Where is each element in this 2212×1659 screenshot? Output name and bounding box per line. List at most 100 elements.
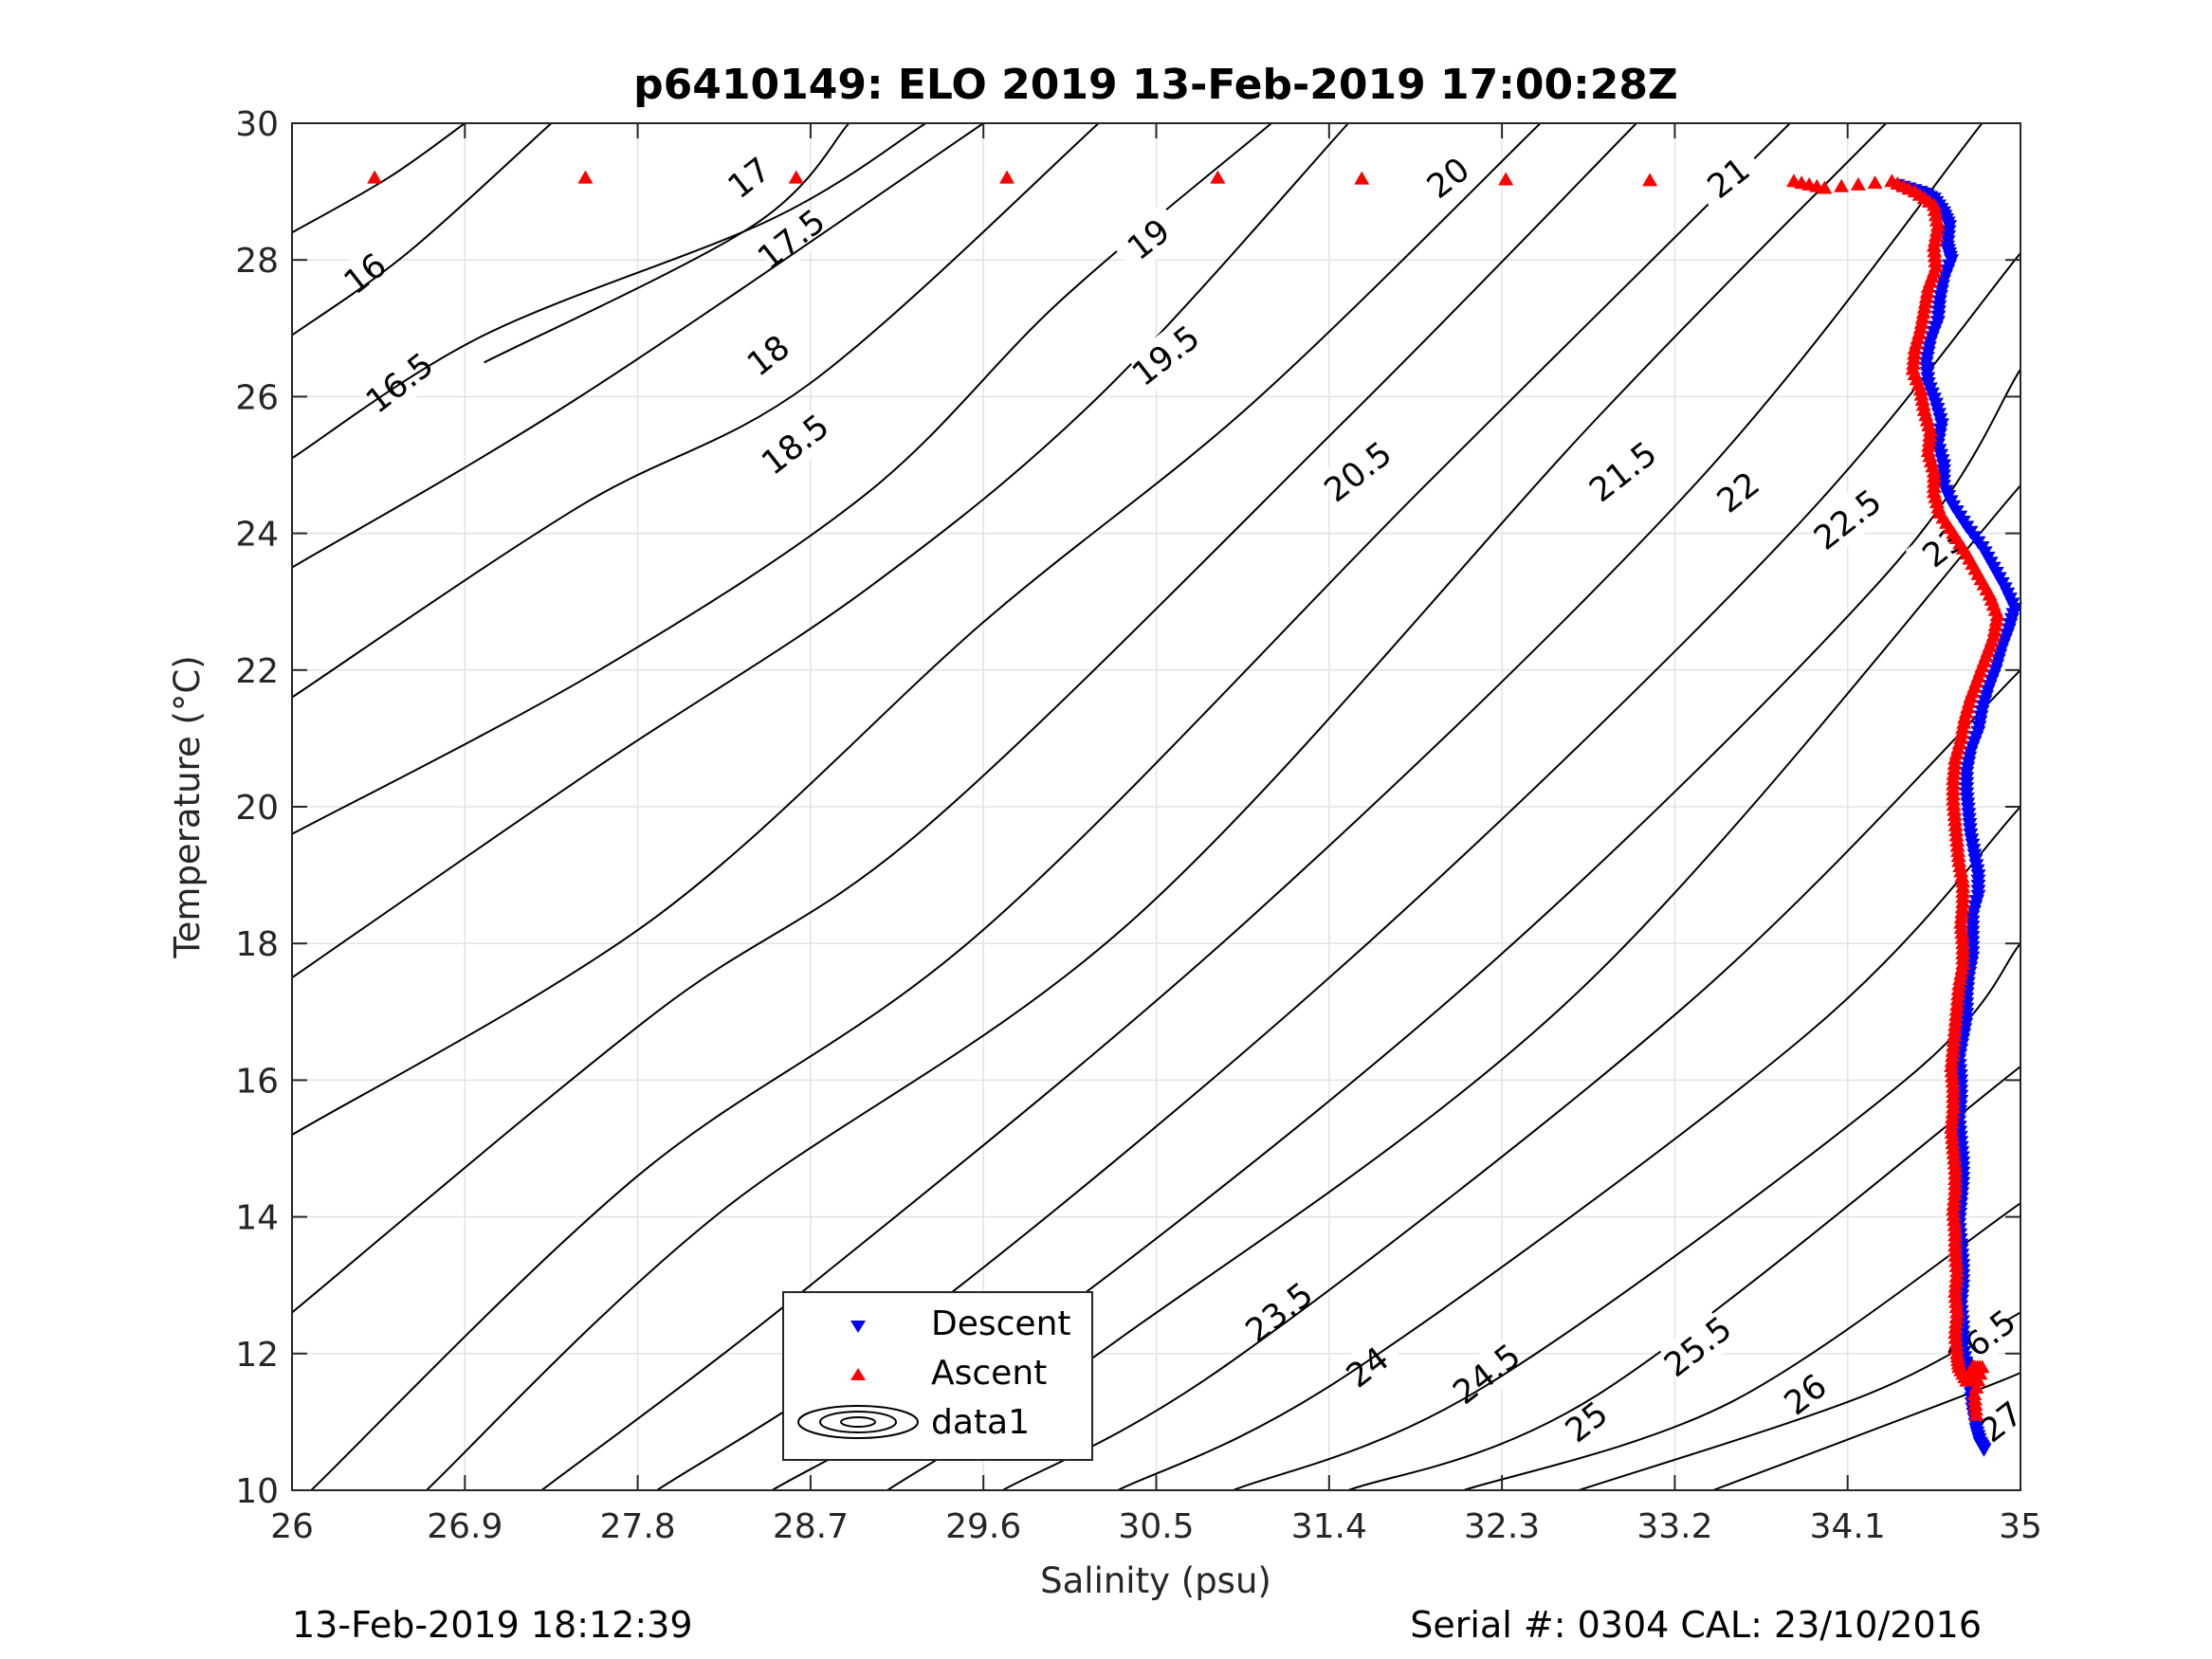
ascent-point [1988,612,2004,627]
series-ascent [367,170,2005,1421]
density-contour-line [292,123,1542,1136]
x-tick-label: 26 [270,1507,314,1546]
ascent-point [1953,966,1969,980]
descent-point [1976,1443,1992,1457]
ascent-point [1972,1366,1988,1380]
ascent-point [1954,725,1970,739]
x-tick-label: 31.4 [1291,1507,1367,1546]
legend-data1-label: data1 [931,1403,1030,1442]
y-tick-label: 26 [235,378,279,417]
ascent-point [1968,1379,1984,1394]
x-tick-label: 35 [1999,1507,2042,1546]
legend-ascent-marker [850,1368,866,1380]
axis-ticks: 26 26.9 27.8 28.7 29.6 30.5 31.4 32.3 33.2 34.1 35… [235,105,2042,1546]
ascent-point [1986,623,2002,637]
ascent-point [1920,280,1936,294]
ascent-point [1850,176,1866,191]
legend-descent-label: Descent [931,1304,1071,1343]
legend-data1-marker [797,1405,919,1439]
ascent-point [1354,171,1370,185]
y-tick-label: 28 [235,242,279,281]
y-tick-label: 30 [235,105,279,144]
x-tick-label: 30.5 [1118,1507,1194,1546]
density-contour-line [292,123,984,569]
footer-serial-cal: Serial #: 0304 CAL: 23/10/2016 [1410,1604,1982,1646]
ascent-point [1952,859,1968,873]
chart-title: p6410149: ELO 2019 13-Feb-2019 17:00:28Z [633,61,1678,109]
density-contour-line [484,123,850,364]
ascent-point [1954,961,1970,975]
ascent-point [1913,387,1929,401]
ascent-point [1915,305,1931,319]
density-contour-line [1117,806,2020,1490]
x-tick-label: 26.9 [427,1507,503,1546]
footer-timestamp: 13-Feb-2019 18:12:39 [292,1604,693,1646]
ascent-point [1989,608,2005,622]
ascent-point [1916,300,1932,314]
ascent-point [1927,202,1943,216]
x-tick-label: 27.8 [600,1507,676,1546]
ascent-point [1917,295,1933,309]
ascent-point [1914,392,1930,407]
ascent-point [1927,233,1943,247]
ascent-point [1642,173,1658,187]
ascent-point [1953,864,1969,878]
ascent-point [788,170,804,184]
ascent-point [367,170,383,184]
ascent-point [1498,172,1514,186]
density-contour-line [426,123,1887,1490]
legend-descent-marker [850,1321,866,1333]
ascent-point [1955,956,1971,970]
ascent-point [1987,617,2003,631]
density-contour-line [1233,942,2020,1490]
ascent-point [1968,1407,1984,1421]
density-contour-line [292,123,1100,699]
density-contour-line [292,123,1349,979]
x-tick-label: 29.6 [945,1507,1021,1546]
ascent-point [1956,715,1972,729]
ascent-point [1929,212,1945,227]
x-tick-label: 34.1 [1810,1507,1886,1546]
ascent-point [1210,170,1226,184]
ascent-point [577,170,594,184]
density-contour-line [310,123,1791,1490]
y-tick-label: 12 [235,1336,279,1375]
ascent-point [1955,720,1971,735]
y-tick-label: 14 [235,1199,279,1238]
ascent-point [1928,228,1944,242]
ascent-point [1974,1359,1990,1374]
legend[interactable]: Descent Ascent data1 [782,1291,1093,1461]
y-tick-label: 22 [235,652,279,691]
density-contour-line [1002,669,2020,1490]
ascent-point [1915,397,1931,411]
contour-label: 23 [1905,510,1983,584]
ascent-point [1912,382,1929,396]
density-contour-line [540,123,1983,1490]
ascent-point [1929,223,1945,237]
ascent-point [1951,853,1967,867]
legend-box [782,1291,1093,1461]
ascent-point [1957,710,1973,724]
density-contour-line [292,123,1637,1314]
y-tick-label: 16 [235,1062,279,1101]
ascent-point [1929,218,1946,232]
density-contour-line [292,123,553,337]
ascent-point [1913,315,1929,329]
density-contour-line [292,123,926,460]
legend-ascent-label: Ascent [931,1354,1047,1393]
y-tick-label: 24 [235,516,279,555]
ascent-point [1954,868,1970,883]
ascent-point [1928,208,1944,222]
ascent-point [1952,972,1968,986]
ascent-point [1867,175,1883,190]
x-tick-label: 28.7 [773,1507,849,1546]
x-tick-label: 32.3 [1464,1507,1540,1546]
ascent-point [1919,284,1935,299]
ascent-point [1817,180,1833,194]
ascent-point [1918,289,1934,303]
ascent-point [1834,178,1850,192]
y-tick-label: 20 [235,789,279,828]
y-tick-label: 10 [235,1472,279,1511]
y-axis-label: Temperature (°C) [167,655,208,958]
x-axis-label: Salinity (psu) [1040,1560,1271,1601]
